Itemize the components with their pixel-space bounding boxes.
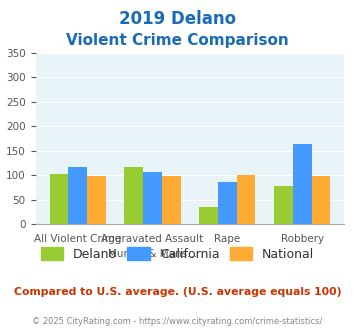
- Bar: [199, 207, 218, 224]
- Text: 2019 Delano: 2019 Delano: [119, 10, 236, 28]
- Bar: [312, 176, 330, 224]
- Legend: Delano, California, National: Delano, California, National: [36, 242, 319, 266]
- Text: Aggravated Assault: Aggravated Assault: [102, 234, 204, 244]
- Bar: [237, 175, 256, 224]
- Bar: [218, 182, 237, 224]
- Text: © 2025 CityRating.com - https://www.cityrating.com/crime-statistics/: © 2025 CityRating.com - https://www.city…: [32, 317, 323, 326]
- Bar: [143, 172, 162, 224]
- Bar: [87, 176, 106, 224]
- Bar: [293, 145, 312, 224]
- Text: All Violent Crime: All Violent Crime: [34, 234, 121, 244]
- Bar: [68, 167, 87, 224]
- Bar: [50, 174, 68, 224]
- Bar: [274, 186, 293, 224]
- Bar: [162, 176, 181, 224]
- Text: Violent Crime Comparison: Violent Crime Comparison: [66, 33, 289, 48]
- Text: Compared to U.S. average. (U.S. average equals 100): Compared to U.S. average. (U.S. average …: [14, 287, 341, 297]
- Bar: [124, 167, 143, 224]
- Text: Murder & Mans...: Murder & Mans...: [108, 249, 197, 259]
- Text: Rape: Rape: [214, 234, 240, 244]
- Text: Robbery: Robbery: [281, 234, 324, 244]
